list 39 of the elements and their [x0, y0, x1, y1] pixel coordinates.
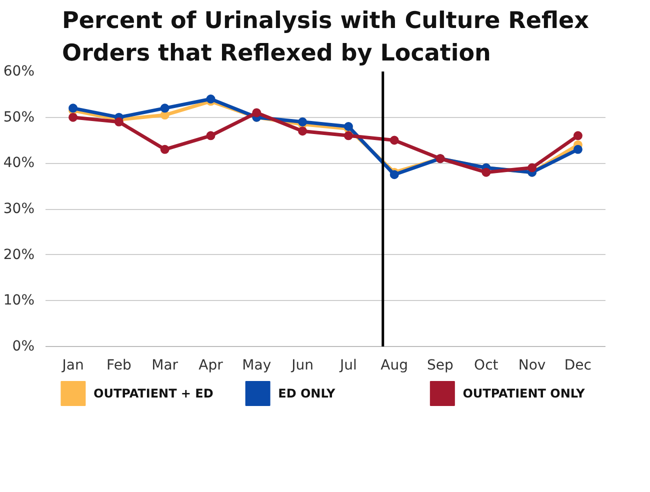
- x-tick-label: Feb: [106, 358, 132, 374]
- chart-title: Percent of Urinalysis with Culture Reflex Orders that Reflexed by Location: [62, 8, 590, 66]
- x-tick-label: Jul: [339, 358, 357, 374]
- x-tick-label: Aug: [380, 358, 408, 374]
- y-tick-label: 50%: [3, 109, 35, 126]
- x-tick-label: Mar: [152, 358, 178, 374]
- point: [68, 112, 78, 122]
- x-tick-label: Apr: [198, 358, 224, 374]
- legend-label: OUTPATIENT ONLY: [462, 386, 586, 400]
- point: [298, 117, 308, 126]
- point: [344, 131, 353, 140]
- point: [390, 136, 399, 145]
- x-tick-label: Sep: [427, 358, 454, 374]
- x-tick-label: Jun: [290, 358, 314, 374]
- point: [298, 126, 308, 136]
- point: [482, 168, 491, 177]
- x-tick-label: May: [242, 358, 272, 374]
- y-tick-label: 20%: [3, 246, 35, 263]
- point: [390, 170, 399, 180]
- y-tick-label: 30%: [3, 201, 35, 217]
- point: [206, 94, 216, 104]
- y-tick-label: 0%: [12, 338, 35, 354]
- point: [344, 122, 353, 131]
- point: [252, 108, 262, 118]
- point: [160, 104, 170, 113]
- legend-label: OUTPATIENT + ED: [94, 386, 214, 400]
- point: [573, 144, 582, 154]
- point: [160, 144, 170, 154]
- y-tick-label: 60%: [3, 64, 35, 80]
- point: [573, 131, 582, 140]
- y-tick-label: 40%: [3, 155, 35, 172]
- y-tick-label: 10%: [3, 292, 35, 309]
- x-tick-label: Dec: [564, 358, 592, 374]
- x-tick-label: Nov: [518, 358, 546, 374]
- x-tick-label: Oct: [474, 358, 499, 374]
- legend-label: ED ONLY: [278, 386, 336, 400]
- point: [528, 163, 537, 172]
- point: [206, 131, 216, 140]
- x-tick-label: Jan: [61, 358, 84, 374]
